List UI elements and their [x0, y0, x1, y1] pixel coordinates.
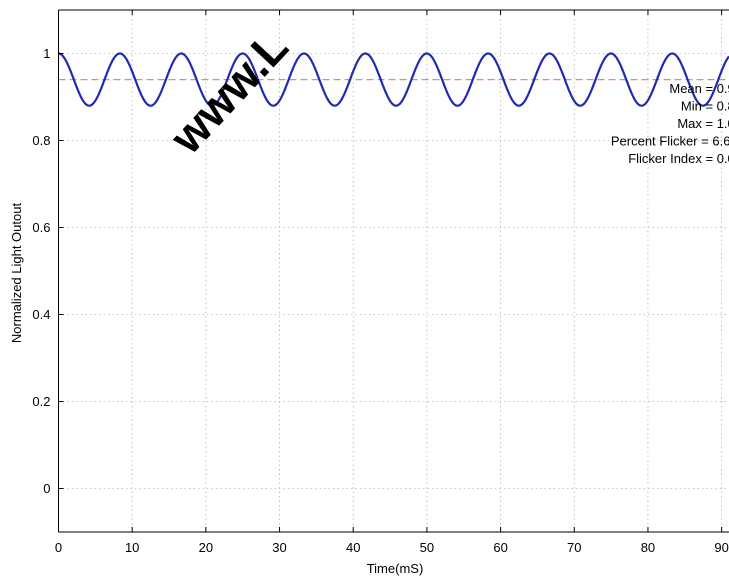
- stats-line: Flicker Index = 0.02: [628, 151, 729, 166]
- stats-line: Min = 0.88: [681, 99, 729, 114]
- y-tick-label: 1: [43, 46, 50, 61]
- y-tick-label: 0.4: [32, 307, 50, 322]
- x-tick-label: 50: [420, 540, 434, 555]
- x-axis-label: Time(mS): [367, 561, 424, 576]
- x-tick-label: 60: [493, 540, 507, 555]
- stats-line: Mean = 0.94: [669, 81, 729, 96]
- signal-line: [58, 52, 729, 107]
- x-tick-label: 70: [567, 540, 581, 555]
- x-tick-label: 30: [272, 540, 286, 555]
- signal-layer: [58, 52, 729, 107]
- x-tick-label: 10: [125, 540, 139, 555]
- grid-lines: [58, 10, 729, 532]
- y-axis-label: Normalized Light Outout: [9, 203, 24, 344]
- stats-line: Percent Flicker = 6.6%: [611, 134, 729, 149]
- x-tick-label: 90: [714, 540, 728, 555]
- watermark: www.L: [159, 21, 298, 164]
- x-tick-label: 0: [55, 540, 62, 555]
- x-axis-ticks: 0 10 20 30 40 50 60 70 80 90: [55, 10, 729, 555]
- y-axis-ticks: 0 0.2 0.4 0.6 0.8 1: [32, 46, 64, 496]
- x-tick-label: 40: [346, 540, 360, 555]
- watermark-text: www.L: [159, 21, 298, 164]
- y-tick-label: 0.8: [32, 133, 50, 148]
- x-tick-label: 20: [199, 540, 213, 555]
- stats-line: Max = 1.00: [677, 116, 729, 131]
- y-tick-label: 0: [43, 481, 50, 496]
- x-tick-label: 80: [641, 540, 655, 555]
- stats-annotation: Mean = 0.94 Min = 0.88 Max = 1.00 Percent F…: [611, 81, 729, 166]
- y-tick-label: 0.6: [32, 220, 50, 235]
- axes-frame: [58, 9, 729, 533]
- y-tick-label: 0.2: [32, 394, 50, 409]
